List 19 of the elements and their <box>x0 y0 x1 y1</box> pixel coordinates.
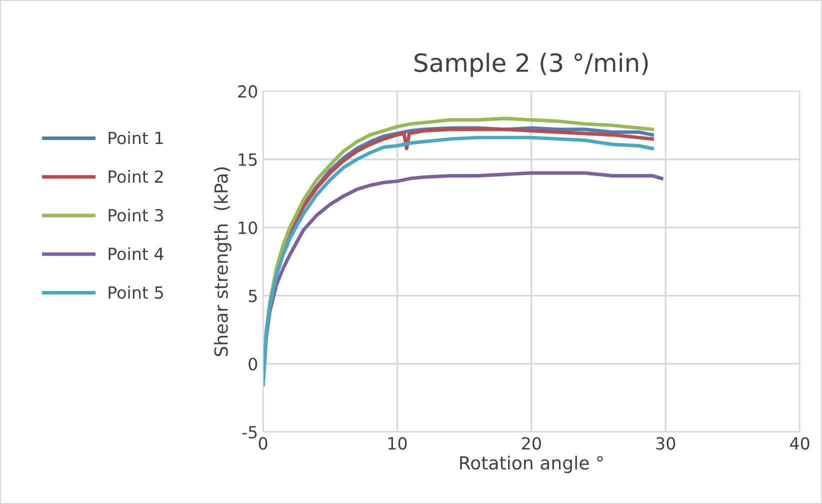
x-tick-label: 10 <box>388 437 407 450</box>
y-tick-label: 10 <box>238 221 258 234</box>
y-tick-label: 5 <box>248 290 257 302</box>
y-tick-label: 0 <box>248 358 258 370</box>
chart-title: Sample 2 (3 °/min) <box>414 52 648 77</box>
x-tick-label: 20 <box>522 437 541 450</box>
y-tick-label: 15 <box>238 154 257 166</box>
legend-label: Point 2 <box>108 170 163 183</box>
x-axis-title: Rotation angle ° <box>460 456 603 474</box>
x-tick-label: 40 <box>790 437 810 450</box>
x-tick-label: 0 <box>258 437 268 450</box>
y-tick-label: 20 <box>238 85 258 98</box>
x-tick-label: 30 <box>656 437 676 450</box>
y-axis-title: Shear strength (kPa) <box>214 167 232 356</box>
legend-label: Point 4 <box>108 247 164 260</box>
legend-label: Point 3 <box>108 208 164 222</box>
legend-label: Point 5 <box>108 286 163 299</box>
y-tick-label: -5 <box>242 426 257 438</box>
legend-label: Point 1 <box>108 131 163 144</box>
